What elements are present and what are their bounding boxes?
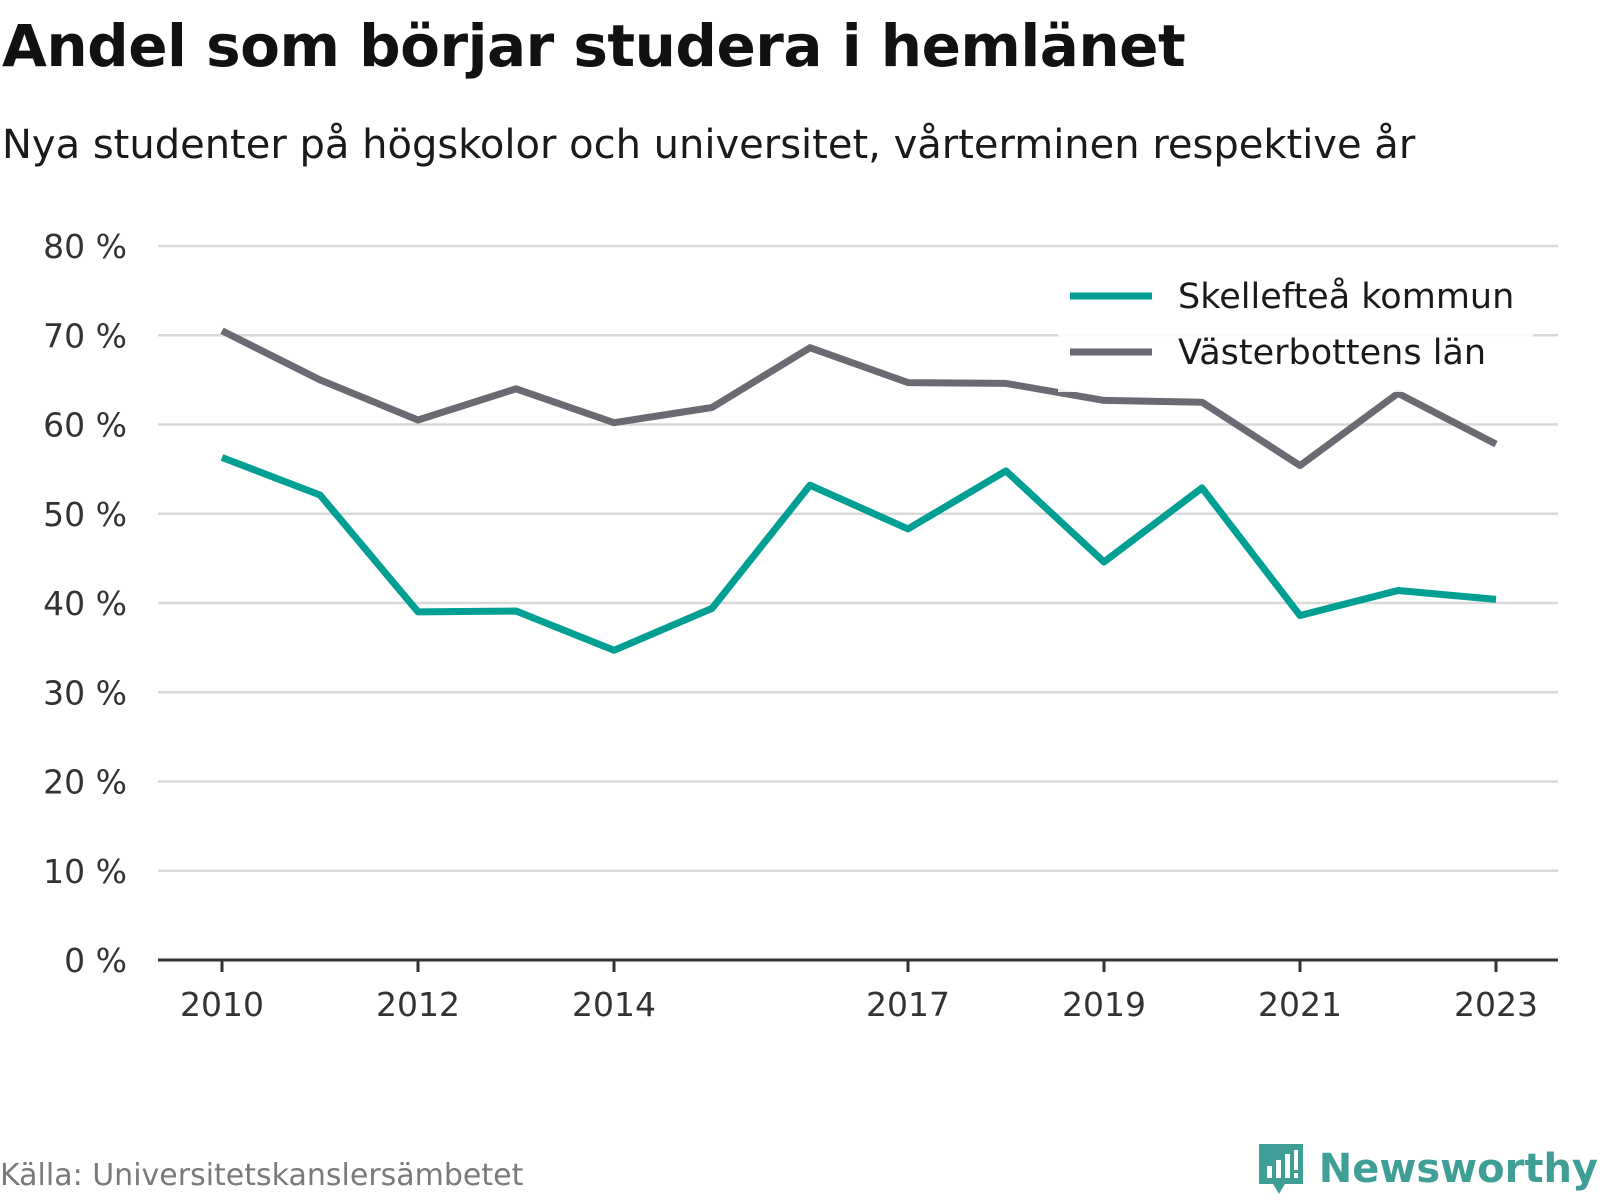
brand-name: Newsworthy	[1318, 1146, 1598, 1192]
y-tick-label: 0 %	[64, 941, 127, 980]
x-tick-label: 2017	[866, 985, 950, 1024]
y-tick-label: 30 %	[43, 673, 127, 712]
y-tick-label: 10 %	[43, 852, 127, 891]
x-tick-label: 2010	[180, 985, 264, 1024]
x-tick-label: 2014	[572, 985, 656, 1024]
line-chart: 0 % 10 % 20 % 30 % 40 % 50 % 60 % 70 % 80 % 2010…	[43, 227, 1558, 1024]
y-tick-label: 60 %	[43, 406, 127, 445]
newsworthy-logo-icon	[1258, 1144, 1303, 1194]
series-lines	[220, 327, 1498, 654]
y-tick-label: 20 %	[43, 763, 127, 802]
chart-subtitle: Nya studenter på högskolor och universit…	[2, 122, 1416, 168]
y-tick-label: 40 %	[43, 584, 127, 623]
y-tick-label: 70 %	[43, 316, 127, 355]
x-tick-label: 2021	[1258, 985, 1342, 1024]
x-tick-label: 2023	[1454, 985, 1538, 1024]
y-tick-label: 80 %	[43, 227, 127, 266]
legend-background	[1058, 270, 1533, 392]
brand-logo: Newsworthy	[1255, 1140, 1598, 1198]
series-line	[220, 327, 1498, 470]
x-tick-label: 2012	[376, 985, 460, 1024]
legend-label: Skellefteå kommun	[1178, 276, 1514, 317]
source-note: Källa: Universitetskanslersämbetet	[0, 1158, 524, 1193]
x-axis: 2010 2012 2014 2017 2019 2021 2023	[158, 958, 1558, 1024]
chart-title: Andel som börjar studera i hemlänet	[2, 12, 1186, 80]
series-line	[220, 454, 1497, 654]
y-tick-label: 50 %	[43, 495, 127, 534]
legend-label: Västerbottens län	[1178, 333, 1486, 373]
legend: Skellefteå kommun Västerbottens län	[1058, 270, 1533, 392]
y-axis-ticks: 0 % 10 % 20 % 30 % 40 % 50 % 60 % 70 % 80 %	[43, 227, 127, 980]
x-tick-label: 2019	[1062, 985, 1146, 1024]
